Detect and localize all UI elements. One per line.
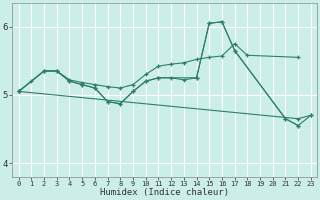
X-axis label: Humidex (Indice chaleur): Humidex (Indice chaleur) bbox=[100, 188, 229, 197]
